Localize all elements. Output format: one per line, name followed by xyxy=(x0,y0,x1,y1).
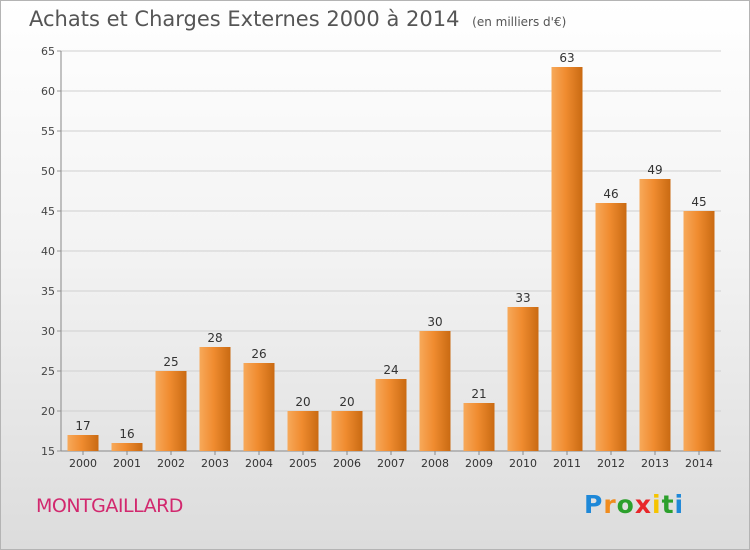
y-tick-label: 25 xyxy=(41,365,55,378)
x-tick-label: 2007 xyxy=(377,457,405,470)
y-tick-label: 30 xyxy=(41,325,55,338)
data-label: 45 xyxy=(691,195,706,209)
bar xyxy=(595,203,627,451)
data-label: 20 xyxy=(339,395,354,409)
y-tick-label: 45 xyxy=(41,205,55,218)
place-name: MONTGAILLARD xyxy=(36,495,183,517)
data-label: 26 xyxy=(251,347,266,361)
y-tick-label: 65 xyxy=(41,45,55,58)
x-tick-label: 2013 xyxy=(641,457,669,470)
bar xyxy=(199,347,231,451)
bar xyxy=(243,363,275,451)
data-label: 25 xyxy=(163,355,178,369)
bar xyxy=(463,403,495,451)
data-label: 16 xyxy=(119,427,134,441)
logo-letter: r xyxy=(603,490,617,519)
data-label: 17 xyxy=(75,419,90,433)
data-label: 20 xyxy=(295,395,310,409)
logo-letter: i xyxy=(652,490,662,519)
bar xyxy=(155,371,187,451)
bar xyxy=(67,435,99,451)
data-label: 49 xyxy=(647,163,662,177)
chart-title: Achats et Charges Externes 2000 à 2014 (… xyxy=(29,7,566,31)
x-tick-label: 2006 xyxy=(333,457,361,470)
bar xyxy=(419,331,451,451)
x-tick-label: 2010 xyxy=(509,457,537,470)
x-tick-label: 2001 xyxy=(113,457,141,470)
y-tick-label: 20 xyxy=(41,405,55,418)
x-tick-label: 2011 xyxy=(553,457,581,470)
y-tick-label: 50 xyxy=(41,165,55,178)
x-tick-label: 2012 xyxy=(597,457,625,470)
y-tick-label: 60 xyxy=(41,85,55,98)
data-label: 28 xyxy=(207,331,222,345)
x-tick-label: 2008 xyxy=(421,457,449,470)
y-tick-label: 55 xyxy=(41,125,55,138)
bar xyxy=(111,443,143,451)
bar xyxy=(375,379,407,451)
y-tick-label: 40 xyxy=(41,245,55,258)
x-tick-label: 2004 xyxy=(245,457,273,470)
logo-letter: P xyxy=(584,490,604,519)
data-label: 33 xyxy=(515,291,530,305)
chart-subtitle: (en milliers d'€) xyxy=(472,15,567,29)
x-tick-label: 2002 xyxy=(157,457,185,470)
proxiti-logo: Proxiti xyxy=(584,490,684,519)
bar xyxy=(287,411,319,451)
x-tick-label: 2003 xyxy=(201,457,229,470)
bar xyxy=(683,211,715,451)
bar xyxy=(507,307,539,451)
logo-letter: x xyxy=(634,490,652,519)
bar xyxy=(331,411,363,451)
chart-title-text: Achats et Charges Externes 2000 à 2014 xyxy=(29,7,460,31)
y-tick-label: 15 xyxy=(41,445,55,458)
bar xyxy=(639,179,671,451)
x-tick-label: 2005 xyxy=(289,457,317,470)
data-label: 46 xyxy=(603,187,618,201)
x-tick-label: 2000 xyxy=(69,457,97,470)
data-label: 63 xyxy=(559,51,574,65)
logo-letter: t xyxy=(661,490,675,519)
y-tick-label: 35 xyxy=(41,285,55,298)
x-tick-label: 2014 xyxy=(685,457,713,470)
data-label: 21 xyxy=(471,387,486,401)
data-label: 24 xyxy=(383,363,398,377)
bar xyxy=(551,67,583,451)
x-tick-label: 2009 xyxy=(465,457,493,470)
logo-letter: o xyxy=(616,490,635,519)
data-label: 30 xyxy=(427,315,442,329)
logo-letter: i xyxy=(674,490,685,519)
